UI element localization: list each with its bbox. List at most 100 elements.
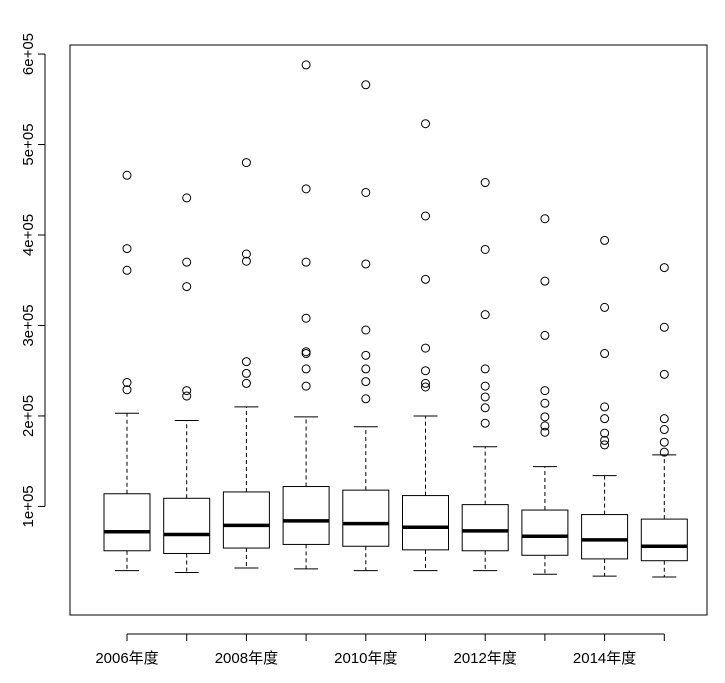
outlier-point [301,313,311,323]
outlier-point [540,427,550,437]
y-axis: 1e+05 2e+05 3e+05 4e+05 5e+05 6e+05 [20,33,46,527]
outlier-point [600,435,610,445]
outlier-point [600,402,610,412]
outlier-point [301,347,311,357]
outlier-point [480,381,490,391]
outlier-point [301,381,311,391]
outlier-point [540,398,550,408]
outlier-point [659,263,669,273]
outlier-point [421,274,430,284]
outlier-point [361,350,371,360]
outlier-point [480,178,490,188]
outlier-point [540,214,550,224]
box-rect [461,504,509,552]
outlier-point [421,119,430,129]
outlier-point [301,364,311,374]
outlier-point [301,349,311,359]
outlier-point [361,187,371,197]
box-group [342,80,390,572]
outlier-point [480,244,490,254]
outlier-point [480,418,490,428]
x-axis: 2006年度 2008年度 2010年度 2012年度 2014年度 [95,633,665,667]
x-tick-label: 2006年度 [95,650,158,667]
outlier-point [600,414,610,424]
outlier-point [182,257,192,267]
outlier-point [361,325,371,335]
y-tick-label: 1e+05 [20,485,37,527]
outlier-point [182,282,192,292]
outlier-point [361,259,371,269]
x-tick-label: 2008年度 [215,650,278,667]
box-group [581,235,629,577]
y-tick-label: 6e+05 [20,33,37,75]
outlier-point [182,193,192,203]
outlier-point [241,378,251,388]
outlier-point [421,366,430,376]
outlier-point [600,349,610,359]
box-rect [282,486,330,545]
y-tick-label: 4e+05 [20,214,37,256]
outlier-point [182,386,192,396]
x-tick-label: 2014年度 [573,650,636,667]
y-tick-label: 3e+05 [20,304,37,346]
box-group [282,60,330,570]
outlier-point [241,357,251,367]
outlier-point [540,386,550,396]
outlier-point [540,421,550,431]
y-tick-label: 2e+05 [20,395,37,437]
outlier-point [122,385,132,395]
outlier-point [600,302,610,312]
outlier-point [540,330,550,340]
x-tick-label: 2010年度 [334,650,397,667]
outlier-point [540,412,550,422]
outlier-point [122,377,132,387]
outlier-point [659,437,669,447]
box-rect [402,495,449,551]
outlier-point [301,60,311,70]
outlier-point [301,257,311,267]
outlier-point [361,377,371,387]
outlier-point [659,322,669,332]
outlier-point [122,265,132,275]
box-rect [640,518,688,562]
outlier-point [659,425,669,435]
outlier-point [421,343,430,353]
box-rect [342,489,390,547]
box-rect [103,493,151,552]
box-group [461,178,509,572]
box-rect [222,491,270,549]
outlier-point [659,369,669,379]
outlier-point [540,276,550,286]
outlier-point [241,158,251,168]
outlier-point [600,235,610,245]
outlier-point [421,211,430,221]
box-rect [521,509,569,556]
box-group [163,193,211,573]
plot-frame [69,44,708,616]
x-tick-label: 2012年度 [454,650,517,667]
outlier-point [600,440,610,450]
outlier-point [480,364,490,374]
outlier-point [361,394,371,404]
outlier-point [182,391,192,401]
box-group [521,214,569,575]
outlier-point [600,428,610,438]
outlier-point [122,170,132,180]
boxes [103,60,688,578]
box-group [402,119,449,572]
box-rect [163,497,211,554]
outlier-point [361,364,371,374]
outlier-point [241,256,251,266]
box-rect [581,514,629,560]
outlier-point [421,382,430,392]
box-group [103,170,151,572]
outlier-point [301,184,311,194]
outlier-point [361,80,371,90]
box-group [222,158,270,569]
outlier-point [122,244,132,254]
outlier-point [480,403,490,413]
outlier-point [241,249,251,259]
outlier-point [659,414,669,424]
outlier-point [480,392,490,402]
